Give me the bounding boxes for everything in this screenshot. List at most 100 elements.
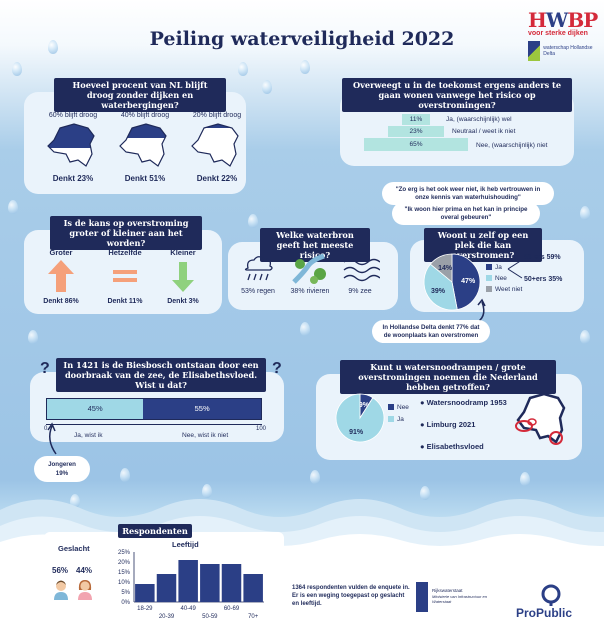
age-bar (200, 564, 220, 602)
age-bar (221, 564, 242, 602)
q2-step-1-label: Ja, (waarschijnlijk) wel (446, 116, 512, 123)
propublic-emblem-icon (541, 584, 561, 606)
q2-step-2-label: Neutraal / weet ik niet (452, 128, 516, 135)
q1-option-result: Denkt 23% (52, 174, 94, 183)
q2-step-1: 11% (402, 114, 430, 125)
age-ytick-label: 0% (121, 600, 130, 606)
q4-title: Welke waterbron geeft het meeste risico? (260, 228, 370, 262)
q5-slice (429, 253, 453, 283)
q6-segment: 55% (143, 399, 261, 419)
footer-note: 1364 respondenten vulden de enquete in. … (292, 585, 410, 607)
gender-female-value: 44% (76, 566, 93, 575)
equal-icon (113, 270, 137, 282)
q7-pie-chart: 9% 91% (335, 393, 385, 443)
q4-option-label: 9% zee (348, 288, 372, 295)
q7-event-label: Limburg 2021 (426, 420, 476, 429)
q6-stacked-bar: 45% 55% (46, 398, 262, 420)
q5-slice (423, 263, 458, 311)
rijkswaterstaat-logo: Rijkswaterstaat Ministerie van Infrastru… (416, 580, 496, 620)
hwbp-logo: HWBP voor sterke dijken waterschap Holla… (528, 8, 598, 61)
age-title: Leeftijd (172, 540, 199, 549)
age-category-label: 18-29 (137, 606, 153, 612)
hwbp-tagline: voor sterke dijken (528, 30, 588, 37)
q2-step-3: 65% (364, 138, 468, 151)
q3-option-result: Denkt 11% (107, 298, 143, 305)
q5-bracket-icon (507, 259, 523, 279)
bullet-icon: ● (420, 442, 427, 451)
q1-option-result: Denkt 22% (196, 174, 238, 183)
arrow-down-icon (172, 262, 194, 292)
netherlands-map-icon (119, 123, 167, 167)
age-bar (135, 584, 155, 602)
q4-option-label: 38% rivieren (290, 288, 330, 295)
q5-slice-label: 14% (438, 265, 453, 272)
q3-option-label: Groter (49, 248, 73, 257)
q7-slice (335, 393, 385, 443)
q6-answer-ja: Ja, wist ik (74, 432, 103, 439)
age-bar (156, 574, 177, 602)
age-category-label: 50-59 (202, 614, 218, 620)
male-avatar-icon (54, 580, 68, 600)
q5-title: Woont u zelf op een plek die kan overstr… (424, 228, 542, 262)
question-mark-left-icon: ? (40, 360, 50, 377)
female-avatar-icon (78, 580, 92, 600)
propublic-name: ProPublic (516, 606, 573, 620)
bullet-icon: ● (420, 420, 427, 429)
sea-icon (343, 258, 380, 282)
q7-title: Kunt u watersnoodrampen / grote overstro… (340, 360, 556, 394)
netherlands-map-icon (515, 392, 566, 445)
q3-option-result: Denkt 86% (43, 298, 79, 305)
q3-option-label: Kleiner (170, 248, 196, 257)
q6-title: In 1421 is de Biesbosch ontstaan door ee… (56, 358, 266, 392)
q6-young-bubble: Jongeren 19% (34, 456, 90, 482)
q7-event-label: Watersnoodramp 1953 (426, 398, 507, 407)
page-title: Peiling waterveiligheid 2022 (149, 28, 455, 50)
age-bar (178, 560, 198, 602)
q2-quote-2: "Ik woon hier prima en het kan in princi… (392, 202, 540, 225)
q3-title: Is de kans op overstroming groter of kle… (50, 216, 202, 250)
q5-legend-ja: Ja (486, 264, 502, 271)
q5-legend-nee: Nee (486, 275, 507, 282)
age-ytick-label: 10% (118, 580, 131, 586)
propublic-logo: ProPublic (512, 584, 590, 624)
age-ytick-label: 5% (121, 590, 130, 596)
q5-hollandse-delta-bubble: In Hollandse Delta denkt 77% dat de woon… (372, 320, 490, 343)
rijkswaterstaat-name: Rijkswaterstaat (432, 588, 463, 593)
q5-legend-weet-niet: Weet niet (486, 286, 522, 293)
q1-option-label: 40% blijft droog (120, 112, 170, 119)
q6-axis-min: 0 (44, 426, 48, 432)
rijkswaterstaat-emblem-icon (416, 582, 428, 612)
q5-pie-chart: 47% 39% 14% (423, 253, 481, 311)
q7-event-item: ● Watersnoodramp 1953 (420, 398, 507, 407)
q6-answer-nee: Nee, wist ik niet (182, 432, 229, 439)
q7-legend-nee: Nee (388, 404, 409, 411)
q6-axis-line (46, 424, 262, 425)
ministry-name: Ministerie van Infrastructuur en Waterst… (432, 594, 487, 604)
q6-axis-max: 100 (256, 426, 267, 432)
q5-slice-label: 47% (461, 278, 476, 285)
q6-arrow-icon (47, 422, 57, 455)
age-category-label: 70+ (248, 614, 259, 620)
q2-quote-1: "Zo erg is het ook weer niet, ik heb ver… (382, 182, 554, 205)
age-bar (243, 574, 263, 602)
q2-step-3-label: Nee, (waarschijnlijk) niet (476, 142, 548, 149)
q1-option-label: 20% blijft droog (192, 112, 242, 119)
q7-legend-ja: Ja (388, 416, 404, 423)
q7-event-item: ● Elisabethsvloed (420, 442, 484, 451)
respondents-title: Respondenten (118, 524, 192, 538)
q7-event-label: Elisabethsvloed (426, 442, 484, 451)
partner-name: waterschap Hollandse Delta (543, 45, 593, 57)
netherlands-map-icon (47, 123, 95, 167)
q6-segment: 45% (47, 399, 144, 419)
q6-young-label: Jongeren (48, 461, 76, 468)
q1-title: Hoeveel procent van NL blijft droog zond… (54, 78, 226, 112)
q2-title: Overweegt u in de toekomst ergens anders… (342, 78, 572, 112)
gender-title: Geslacht (58, 544, 90, 553)
q1-option-label: 60% blijft droog (48, 112, 98, 119)
netherlands-map-icon (191, 123, 239, 167)
q6-young-value: 19% (55, 470, 69, 477)
q7-slice-label: 9% (359, 402, 370, 409)
q5-age-note-1: 50-ers 59% (524, 254, 561, 261)
q3-option-label: Hetzelfde (108, 248, 142, 257)
